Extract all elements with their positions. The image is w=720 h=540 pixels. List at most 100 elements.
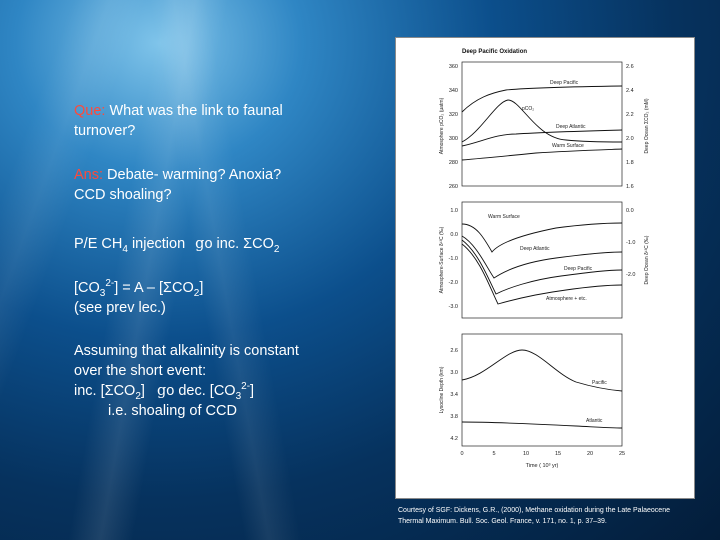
p3-x-tick: 0: [460, 451, 463, 457]
assumption-line4: i.e. shoaling of CCD: [108, 403, 237, 419]
p2-label: Warm Surface: [488, 214, 520, 220]
p3-label: Atlantic: [586, 418, 603, 424]
p2-label: Deep Pacific: [564, 266, 593, 272]
p1-right-tick: 2.2: [626, 112, 634, 118]
p3-x-tick: 15: [555, 451, 561, 457]
p2-label: Deep Atlantic: [520, 246, 550, 252]
p2-line-deep-atlantic: [461, 235, 623, 279]
assumption-block: Assuming that alkalinity is constant ove…: [74, 341, 299, 421]
p2-left-tick: -3.0: [449, 304, 458, 310]
question-label: Que:: [74, 103, 106, 119]
eq-sub1: 3: [99, 287, 106, 299]
eq-note: (see prev lec.): [74, 300, 166, 316]
p1-left-tick: 360: [449, 64, 458, 70]
p3-left-tick: 3.0: [450, 370, 458, 376]
panel-3: 2.6 3.0 3.4 3.8 4.2 0 5 10 15 20 25 Lyso…: [439, 333, 625, 469]
p1-label: Warm Surface: [552, 143, 584, 149]
p2-left-tick: 1.0: [450, 208, 458, 214]
panel-3-frame: [461, 333, 623, 447]
p1-line-pco2: [461, 99, 623, 143]
injection-mid: injection: [131, 236, 186, 252]
p1-left-axis-label: Atmosphere pCO₂ (µatm): [439, 97, 445, 154]
p1-label: Deep Pacific: [550, 80, 579, 86]
eq-sub2: 2: [193, 287, 200, 299]
p1-label: Deep Atlantic: [556, 124, 586, 130]
answer-text: Debate- warming? Anoxia? CCD shoaling?: [74, 167, 282, 203]
question-text: What was the link to faunal turnover?: [74, 103, 283, 139]
p3-x-tick: 5: [492, 451, 495, 457]
p2-line-warm-surface: [461, 222, 623, 253]
p2-right-tick: -1.0: [626, 240, 635, 246]
answer-block: Ans: Debate- warming? Anoxia? CCD shoali…: [74, 165, 304, 205]
p1-label: pCO₂: [522, 106, 534, 112]
p1-left-tick: 340: [449, 88, 458, 94]
p3-x-tick: 20: [587, 451, 593, 457]
p3-line-pacific: [461, 349, 623, 392]
p1-left-tick: 280: [449, 160, 458, 166]
question-block: Que: What was the link to faunal turnove…: [74, 101, 324, 141]
p2-left-tick: -1.0: [449, 256, 458, 262]
assumption-dec: o dec. [CO: [166, 383, 236, 399]
assumption-dec-close: ]: [250, 383, 255, 399]
assumption-inc-close: ]: [140, 383, 145, 399]
p3-line-atlantic: [461, 421, 623, 429]
p1-left-tick: 320: [449, 112, 458, 118]
p1-left-tick: 260: [449, 184, 458, 190]
panel-1-frame: [461, 61, 623, 187]
arrow-symbol: g: [156, 383, 167, 399]
eq-part3: ]: [199, 280, 204, 296]
p1-line-warm-surface: [461, 148, 623, 161]
assumption-line3: inc. [ΣCO2] go dec. [CO32-]: [74, 381, 299, 402]
figure-svg: Deep Pacific Oxidation 360 340 320 300 2…: [439, 49, 650, 469]
p2-right-tick: -2.0: [626, 272, 635, 278]
p2-right-axis-label: Deep Ocean δ¹³C (‰): [644, 235, 650, 284]
assumption-line2: over the short event:: [74, 363, 207, 379]
p2-right-tick: 0.0: [626, 208, 634, 214]
p2-left-axis-label: Atmosphere-Surface δ¹³C (‰): [439, 226, 445, 293]
p3-x-tick: 25: [619, 451, 625, 457]
carbonate-equation: [CO32-] = A – [ΣCO2] (see prev lec.): [74, 278, 203, 318]
p1-right-tick: 2.4: [626, 88, 634, 94]
p3-x-axis-label: Time ( 10³ yr): [526, 463, 559, 469]
p1-left-tick: 300: [449, 136, 458, 142]
p3-left-tick: 3.4: [450, 392, 458, 398]
arrow-symbol: g: [195, 236, 205, 252]
p1-right-axis-label: Deep Ocean ΣCO₂ (mM): [644, 98, 650, 153]
assumption-dec-sup: 2-: [241, 381, 251, 393]
p2-line-atmosphere: [461, 243, 623, 305]
p3-left-tick: 2.6: [450, 348, 458, 354]
p1-right-tick: 1.6: [626, 184, 634, 190]
assumption-dec-sub: 3: [235, 390, 242, 402]
eq-part2: ] = A – [ΣCO: [114, 280, 194, 296]
p3-label: Pacific: [592, 380, 607, 386]
p1-line-deep-pacific: [461, 85, 623, 113]
p3-x-tick: 10: [523, 451, 529, 457]
panel-2: 1.0 0.0 -1.0 -2.0 -3.0 0.0 -1.0 -2.0 Atm…: [439, 201, 650, 319]
p3-left-axis-label: Lysocline Depth (km): [439, 366, 445, 413]
panel-2-frame: [461, 201, 623, 319]
assumption-inc-sub: 2: [135, 390, 141, 402]
p2-label: Atmosphere + etc.: [546, 296, 587, 302]
p1-right-tick: 1.8: [626, 160, 634, 166]
eq-sup1: 2-: [105, 278, 115, 290]
injection-line: P/E CH4 injection go inc. ΣCO2: [74, 234, 279, 254]
figure-panel: Deep Pacific Oxidation 360 340 320 300 2…: [395, 37, 695, 499]
injection-suffix-sub: 2: [273, 243, 280, 255]
answer-label: Ans:: [74, 167, 104, 183]
p3-left-tick: 4.2: [450, 436, 458, 442]
assumption-inc: inc. [ΣCO: [74, 383, 136, 399]
assumption-line1: Assuming that alkalinity is constant: [74, 343, 299, 359]
carbonate-equation-line: [CO32-] = A – [ΣCO2]: [74, 278, 204, 299]
image-credit: Courtesy of SGF: Dickens, G.R., (2000), …: [398, 505, 698, 527]
p1-right-tick: 2.6: [626, 64, 634, 70]
p3-left-tick: 3.8: [450, 414, 458, 420]
p1-line-deep-atlantic: [461, 129, 623, 147]
credit-line2: Thermal Maximum. Bull. Soc. Geol. France…: [398, 518, 607, 525]
injection-prefix: P/E CH: [74, 236, 123, 252]
injection-sub: 4: [122, 243, 128, 255]
p2-left-tick: 0.0: [450, 232, 458, 238]
eq-part1: [CO: [74, 280, 100, 296]
panel-1: 360 340 320 300 280 260 2.6 2.4 2.2 2.0 …: [439, 61, 650, 190]
p1-right-tick: 2.0: [626, 136, 634, 142]
figure-title: Deep Pacific Oxidation: [462, 49, 527, 55]
